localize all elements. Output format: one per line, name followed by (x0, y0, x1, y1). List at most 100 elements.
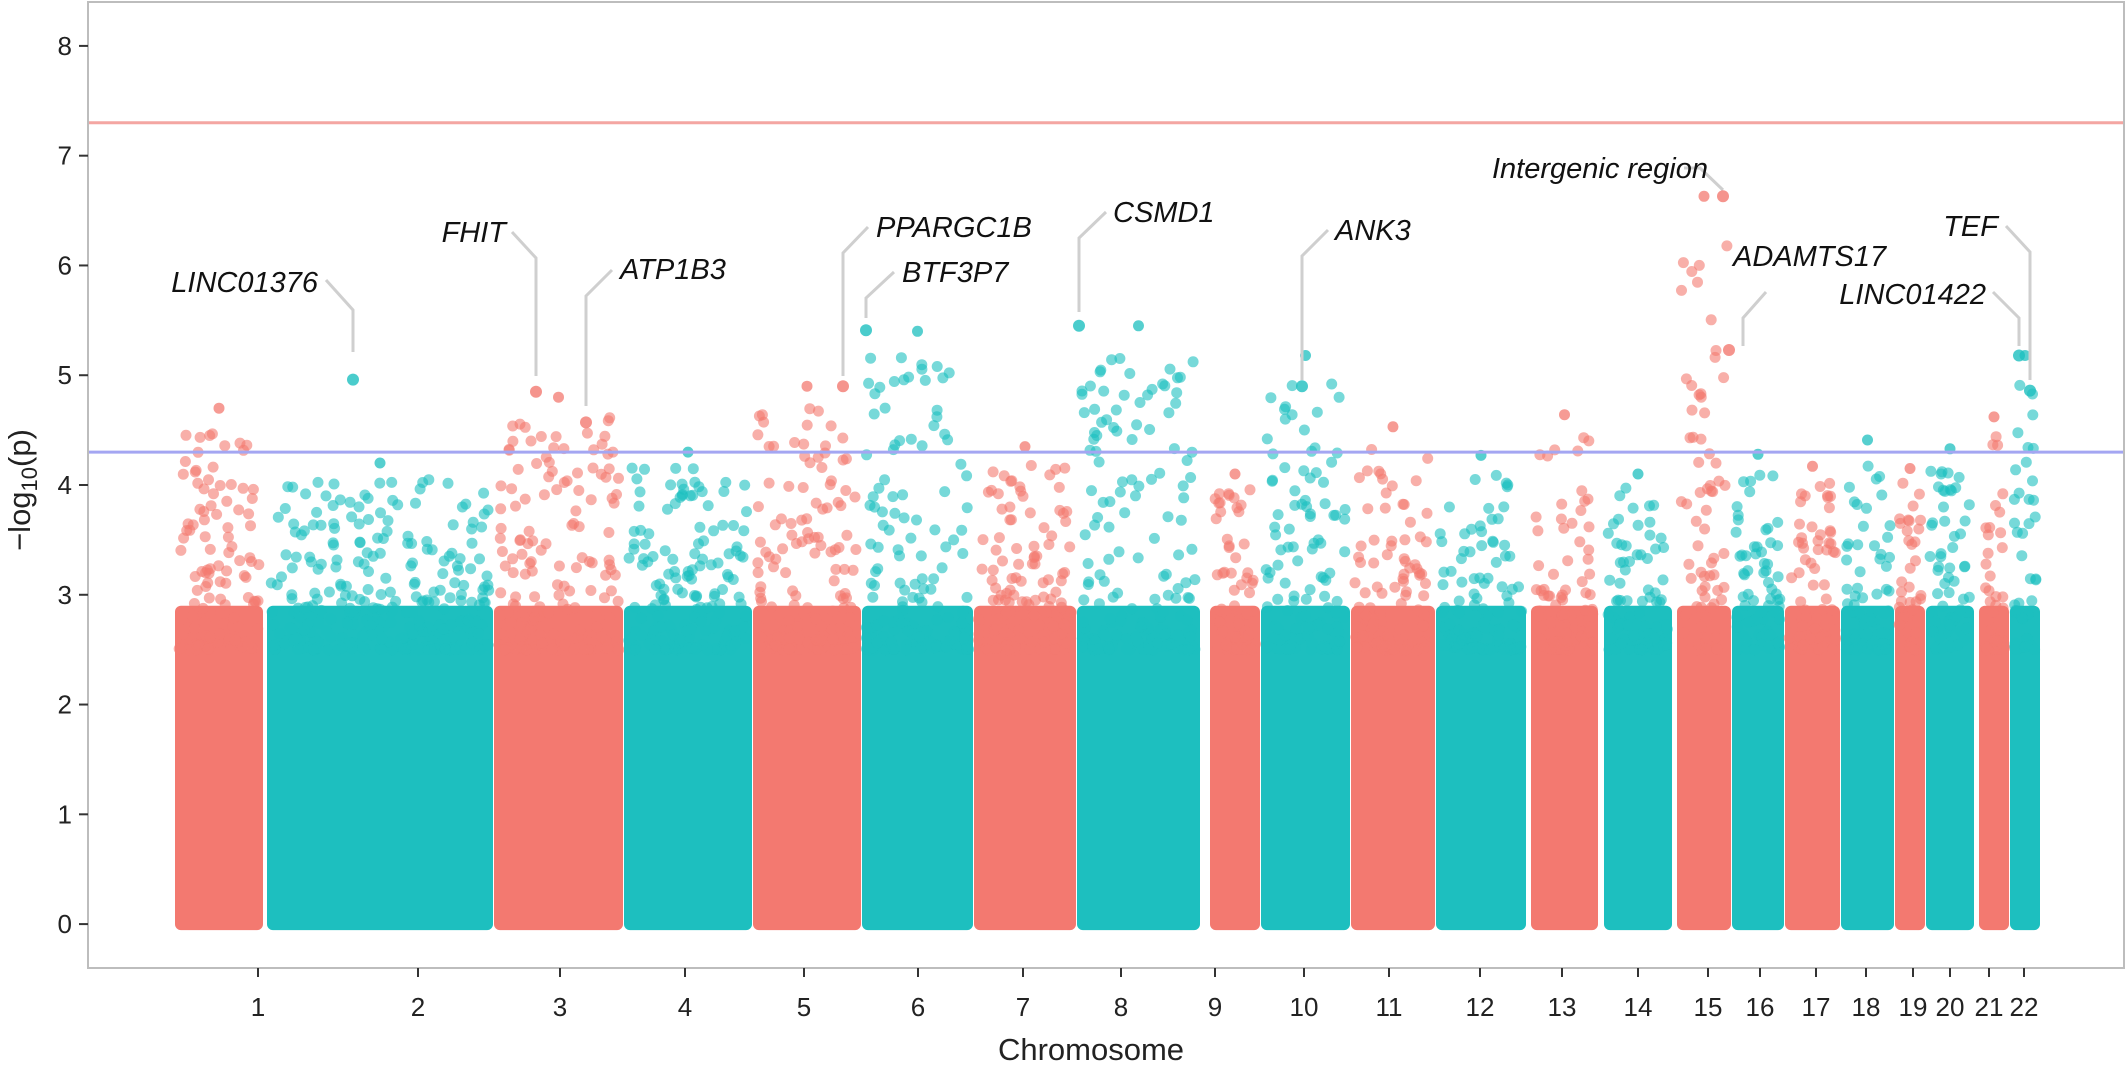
snp-point (1362, 503, 1374, 515)
snp-point (247, 483, 259, 495)
snp-point (752, 557, 764, 569)
snp-point (695, 601, 706, 613)
snp-point (603, 463, 615, 475)
snp-point (1794, 518, 1805, 530)
snp-point (1709, 351, 1721, 363)
snp-point (1548, 636, 1560, 648)
snp-point (1028, 610, 1040, 621)
snp-point (591, 621, 603, 633)
snp-point (889, 507, 901, 519)
snp-point (1437, 579, 1449, 591)
snp-point (1117, 476, 1128, 488)
snp-point (802, 602, 814, 614)
snp-point (1114, 486, 1126, 498)
snp-point (1064, 541, 1076, 553)
snp-point (1883, 585, 1895, 597)
snp-point (915, 550, 927, 562)
snp-point (693, 538, 704, 550)
annotated-snp-point (1717, 190, 1729, 203)
snp-point (1178, 492, 1190, 504)
snp-point (578, 644, 590, 655)
snp-point (1214, 616, 1226, 628)
snp-point (502, 607, 514, 618)
snp-point (1185, 631, 1197, 643)
snp-point (495, 628, 507, 640)
snp-point (499, 560, 511, 572)
chromosome-5-points (752, 380, 862, 931)
snp-point (1771, 637, 1783, 649)
chromosome-10-points (1260, 350, 1351, 931)
snp-point (1092, 643, 1104, 655)
snp-point (227, 620, 239, 632)
snp-point (596, 438, 608, 450)
snp-point (1381, 549, 1393, 561)
snp-point (222, 531, 234, 543)
y-tick-label: 3 (58, 580, 72, 610)
chromosome-7-peak-point (1019, 441, 1031, 453)
snp-point (1490, 556, 1502, 568)
snp-point (1400, 586, 1412, 598)
snp-point (789, 437, 801, 448)
snp-point (1654, 596, 1666, 608)
snp-point (1614, 577, 1626, 589)
snp-point (623, 552, 635, 564)
snp-point (1233, 618, 1245, 630)
snp-point (204, 543, 216, 555)
snp-point (1414, 567, 1425, 579)
snp-point (1880, 643, 1892, 655)
snp-point (266, 606, 278, 618)
snp-point (1579, 604, 1591, 616)
snp-point (956, 617, 968, 629)
snp-point (643, 528, 655, 540)
snp-point (242, 639, 254, 651)
snp-point (1583, 626, 1595, 638)
snp-point (991, 620, 1003, 632)
snp-point (1678, 627, 1690, 639)
snp-point (1158, 570, 1170, 582)
snp-point (1244, 587, 1255, 599)
snp-point (1675, 496, 1687, 508)
snp-point (821, 502, 833, 514)
snp-point (792, 621, 803, 633)
snp-point (2029, 511, 2041, 523)
chromosome-10-point-mass (1261, 605, 1350, 931)
snp-point (1760, 524, 1772, 536)
snp-point (1915, 593, 1926, 605)
snp-point (279, 503, 291, 514)
snp-point (280, 549, 292, 561)
snp-point (955, 458, 967, 470)
snp-point (2014, 379, 2026, 391)
snp-point (405, 560, 417, 572)
snp-point (1643, 628, 1655, 640)
snp-point (585, 494, 597, 506)
snp-point (514, 621, 526, 632)
snp-point (1267, 632, 1279, 644)
chromosome-2-peak-point (374, 457, 386, 469)
snp-point (2016, 612, 2028, 624)
snp-point (987, 466, 999, 478)
snp-point (898, 374, 910, 386)
chromosome-13-point-mass (1531, 605, 1598, 931)
snp-point (1498, 643, 1510, 655)
snp-point (268, 619, 280, 631)
snp-point (1857, 520, 1869, 532)
snp-point (1181, 455, 1193, 466)
snp-point (1615, 595, 1626, 606)
snp-point (1376, 640, 1388, 652)
snp-point (476, 521, 488, 533)
snp-point (1306, 637, 1318, 649)
y-tick-label: 1 (58, 799, 72, 829)
snp-point (1532, 525, 1544, 537)
snp-point (187, 519, 199, 531)
snp-point (1876, 489, 1888, 501)
snp-point (755, 632, 767, 643)
snp-point (361, 547, 373, 559)
snp-point (603, 554, 615, 566)
snp-point (2012, 427, 2024, 439)
snp-point (1511, 642, 1523, 654)
snp-point (1705, 314, 1717, 326)
snp-point (1061, 637, 1073, 649)
snp-point (801, 419, 813, 431)
snp-point (1655, 532, 1667, 544)
snp-point (444, 592, 456, 604)
